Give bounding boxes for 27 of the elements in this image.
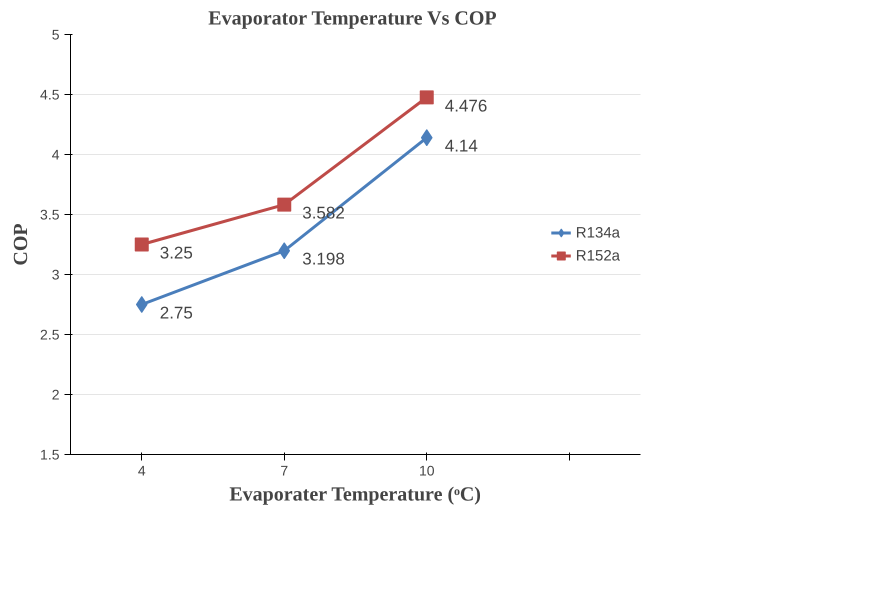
legend-label: R152a xyxy=(576,247,620,264)
y-tick-label: 4.5 xyxy=(40,86,60,102)
y-tick-label: 5 xyxy=(52,26,60,42)
point xyxy=(136,296,148,313)
data-label: 4.14 xyxy=(444,136,478,156)
y-tick-label: 3.5 xyxy=(40,206,60,222)
data-label: 3.25 xyxy=(160,244,193,262)
x-tick-label: 7 xyxy=(280,462,288,478)
x-tick-label: 4 xyxy=(138,462,146,478)
y-tick-label: 2 xyxy=(52,386,60,402)
point xyxy=(420,90,434,104)
data-label: 3.198 xyxy=(302,250,345,269)
y-axis-title: COP xyxy=(10,223,32,266)
x-tick-label: 10 xyxy=(418,462,435,478)
point xyxy=(420,129,433,146)
point xyxy=(134,238,149,252)
y-tick-label: 3 xyxy=(52,266,60,282)
data-label: 4.476 xyxy=(444,96,488,116)
x-axis-title: Evaporater Temperature (ᵒC) xyxy=(229,484,481,506)
y-tick-label: 1.5 xyxy=(40,446,60,462)
point xyxy=(277,198,292,212)
data-label: 2.75 xyxy=(160,304,193,322)
y-tick-label: 4 xyxy=(52,146,60,162)
point xyxy=(278,242,290,260)
legend-label: R134a xyxy=(576,224,620,241)
chart-title: Evaporator Temperature Vs COP xyxy=(208,8,497,30)
y-tick-label: 2.5 xyxy=(40,326,60,342)
